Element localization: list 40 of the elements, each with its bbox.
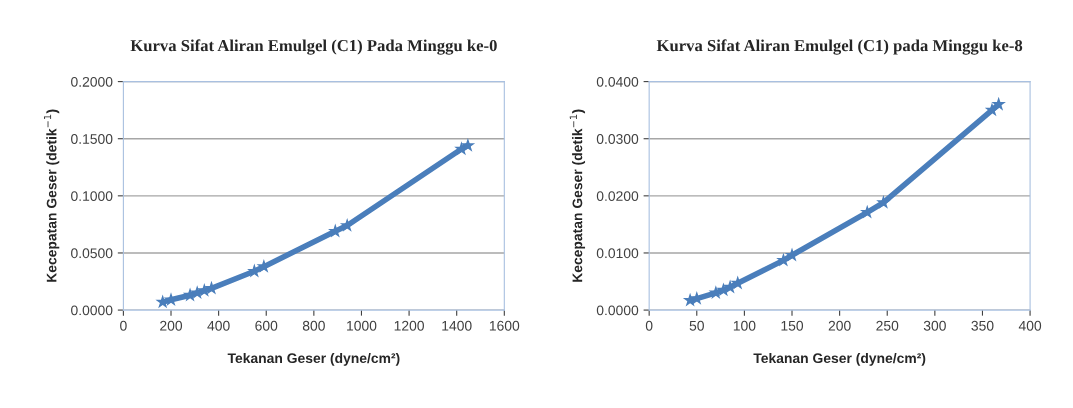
- y-tick-label: 0.0000: [596, 305, 639, 316]
- chart-title: Kurva Sifat Aliran Emulgel (C1) Pada Minggu ke-0: [130, 39, 497, 55]
- y-tick-label: 0.0500: [71, 248, 113, 259]
- point: [984, 102, 1000, 117]
- x-axis-title: Tekanan Geser (dyne/cm²): [753, 352, 926, 366]
- x-tick-label: 0: [645, 320, 653, 331]
- y-axis-title: Kecepatan Geser (detik$^{−1}$): [43, 109, 60, 282]
- y-tick-label: 0.1000: [71, 191, 113, 202]
- y-tick-label: 0.0000: [71, 305, 113, 316]
- x-tick-label: 300: [923, 320, 946, 331]
- y-tick-label: 0.1500: [71, 134, 113, 144]
- point: [460, 137, 476, 152]
- point: [339, 217, 355, 232]
- x-tick-label: 200: [828, 320, 851, 331]
- y-tick-label: 0.0200: [596, 191, 639, 202]
- x-tick-label: 250: [876, 320, 899, 331]
- x-tick-label: 800: [302, 320, 325, 331]
- x-tick-label: 400: [207, 320, 230, 331]
- x-tick-label: 1200: [394, 320, 424, 331]
- point: [991, 96, 1006, 111]
- point: [876, 195, 891, 209]
- x-tick-label: 200: [160, 320, 183, 331]
- x-tick-label: 100: [733, 320, 756, 331]
- y-tick-label: 0.0300: [596, 134, 639, 144]
- x-tick-label: 1600: [489, 320, 520, 331]
- x-tick-label: 1400: [442, 320, 472, 331]
- x-tick-label: 50: [689, 320, 704, 331]
- x-tick-label: 0: [120, 320, 127, 331]
- y-axis-title: Kecepatan Geser (detik$^{−1}$): [569, 109, 586, 282]
- x-tick-label: 400: [1018, 320, 1042, 331]
- y-tick-label: 0.2000: [71, 76, 113, 87]
- x-tick-label: 600: [255, 320, 278, 331]
- x-axis-title: Tekanan Geser (dyne/cm²): [227, 352, 400, 366]
- point: [730, 275, 745, 290]
- chart-title: Kurva Sifat Aliran Emulgel (C1) pada Minggu ke-8: [656, 39, 1023, 55]
- x-tick-label: 1000: [347, 320, 377, 331]
- y-tick-label: 0.0100: [596, 248, 639, 259]
- y-tick-label: 0.0400: [596, 76, 639, 87]
- x-tick-label: 350: [971, 320, 994, 331]
- x-tick-label: 150: [781, 320, 804, 331]
